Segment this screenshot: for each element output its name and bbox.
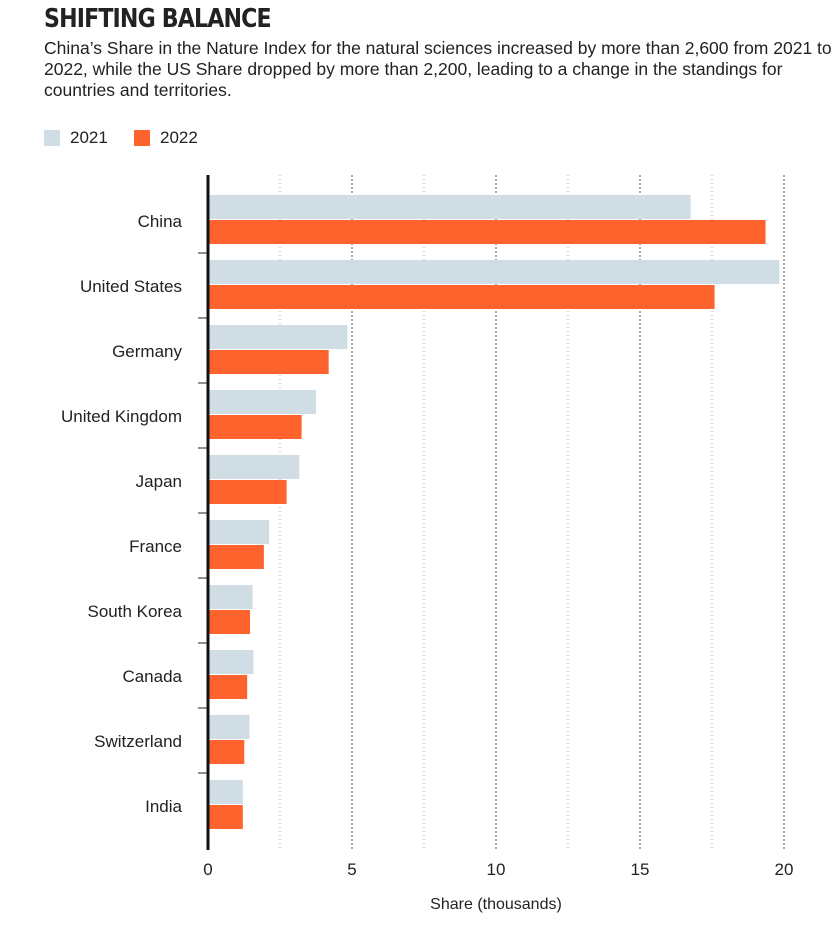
bar-2022-france — [208, 545, 264, 569]
bar-2022-china — [208, 220, 766, 244]
bar-2021-japan — [208, 455, 300, 479]
x-tick-label: 20 — [775, 860, 794, 879]
category-label: France — [129, 537, 182, 556]
legend-label: 2022 — [160, 128, 198, 147]
x-tick-label: 10 — [487, 860, 506, 879]
bar-2021-united-states — [208, 260, 780, 284]
legend-swatch-2022 — [134, 130, 150, 146]
bar-2022-united-states — [208, 285, 715, 309]
bar-2022-united-kingdom — [208, 415, 302, 439]
bar-2022-japan — [208, 480, 287, 504]
bar-2021-south-korea — [208, 585, 253, 609]
legend-swatch-2021 — [44, 130, 60, 146]
bar-2022-switzerland — [208, 740, 245, 764]
legend-item-2022: 2022 — [134, 128, 198, 148]
x-axis-title: Share (thousands) — [430, 896, 562, 913]
bar-2022-canada — [208, 675, 248, 699]
bar-2022-india — [208, 805, 243, 829]
legend-item-2021: 2021 — [44, 128, 108, 148]
x-tick-label: 5 — [347, 860, 356, 879]
category-label: China — [138, 212, 183, 231]
bar-2022-germany — [208, 350, 329, 374]
category-label: Switzerland — [94, 732, 182, 751]
category-label: United States — [80, 277, 182, 296]
x-tick-label: 0 — [203, 860, 212, 879]
bar-2021-france — [208, 520, 270, 544]
bar-2022-south-korea — [208, 610, 251, 634]
category-label: Canada — [122, 667, 182, 686]
category-label: India — [145, 797, 182, 816]
legend-label: 2021 — [70, 128, 108, 147]
x-tick-label: 15 — [631, 860, 650, 879]
bar-2021-china — [208, 195, 691, 219]
bar-2021-india — [208, 780, 243, 804]
category-label: Germany — [112, 342, 182, 361]
chart-title: SHIFTING BALANCE — [44, 4, 272, 34]
chart-subtitle: China’s Share in the Nature Index for th… — [44, 38, 832, 100]
bar-2021-switzerland — [208, 715, 250, 739]
bar-2021-germany — [208, 325, 348, 349]
category-label: United Kingdom — [61, 407, 182, 426]
bar-2021-united-kingdom — [208, 390, 316, 414]
category-label: South Korea — [87, 602, 182, 621]
bar-2021-canada — [208, 650, 254, 674]
category-label: Japan — [136, 472, 182, 491]
